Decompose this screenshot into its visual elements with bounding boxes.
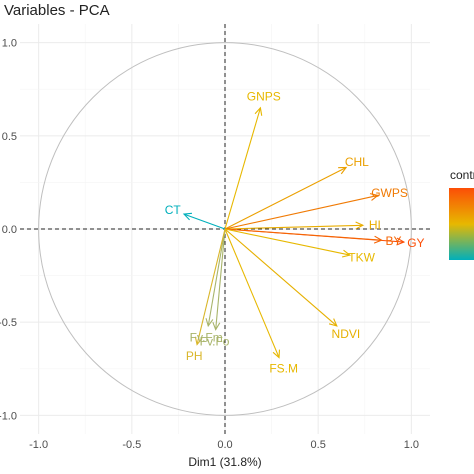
arrowhead — [254, 106, 263, 116]
label-ndvi: NDVI — [332, 327, 361, 341]
y-tick-label: 0.5 — [2, 131, 17, 143]
arrowhead — [355, 221, 365, 230]
label-by: BY — [386, 234, 402, 248]
arrow-ndvi — [224, 228, 338, 327]
arrowhead — [328, 318, 338, 327]
label-fv-fo: Fv.Fo — [200, 335, 230, 349]
chart-title: Variables - PCA — [4, 2, 110, 19]
arrow-tkw — [224, 228, 350, 256]
unit-circle — [38, 42, 412, 416]
label-fv-fm: Fv.Fm — [190, 331, 223, 345]
y-tick-label: 1.0 — [2, 38, 17, 50]
x-tick-label: -0.5 — [122, 439, 141, 451]
variable-arrows — [182, 106, 406, 359]
label-gnps: GNPS — [247, 89, 281, 103]
label-hi: HI — [369, 218, 381, 232]
label-fs-m: FS.M — [269, 362, 298, 376]
arrowhead — [338, 166, 348, 175]
arrow-fv-fo — [215, 228, 226, 330]
label-chl: CHL — [345, 155, 369, 169]
y-tick-label: 0.0 — [2, 224, 17, 236]
arrow-fs-m — [224, 228, 280, 358]
arrowhead — [182, 212, 193, 221]
legend-title: contrib — [450, 168, 474, 182]
arrow-ct — [183, 213, 226, 230]
y-tick-label: -1.0 — [0, 410, 17, 422]
arrowhead — [272, 349, 281, 359]
label-gwps: GWPS — [371, 186, 408, 200]
variable-labels: GNPS CHL GWPS HI GY BY TKW NDVI FS.M CT Fv.FmFv.Fo… — [165, 89, 425, 375]
arrow-gwps — [224, 194, 378, 230]
arrow-fv-fm — [207, 228, 226, 327]
y-tick-label: -0.5 — [0, 317, 17, 329]
x-tick-label: 0.0 — [217, 439, 232, 451]
arrow-hi — [224, 224, 363, 230]
label-tkw: TKW — [348, 251, 375, 265]
arrow-ph — [196, 228, 226, 345]
contrib-color-legend — [449, 188, 474, 260]
arrow-by — [224, 228, 382, 241]
arrowhead — [396, 237, 406, 246]
tick-labels: -1.0 -0.5 0.0 0.5 1.0 -1.0 -0.5 0.0 0.5 1.0 — [0, 38, 419, 451]
arrowhead — [212, 321, 221, 331]
x-tick-label: -1.0 — [29, 439, 48, 451]
label-gy: GY — [407, 236, 424, 250]
arrowhead — [341, 249, 352, 258]
label-ct: CT — [165, 203, 182, 217]
arrow-gnps — [224, 107, 261, 230]
arrowhead — [194, 336, 203, 346]
x-tick-label: 0.5 — [311, 439, 326, 451]
arrowhead — [205, 318, 214, 328]
x-tick-label: 1.0 — [404, 439, 419, 451]
arrowhead — [373, 235, 383, 244]
label-ph: PH — [186, 349, 203, 363]
arrowhead — [369, 193, 380, 201]
correlation-circle — [38, 42, 412, 416]
arrow-chl — [224, 167, 347, 230]
x-axis-label: Dim1 (31.8%) — [188, 455, 261, 469]
